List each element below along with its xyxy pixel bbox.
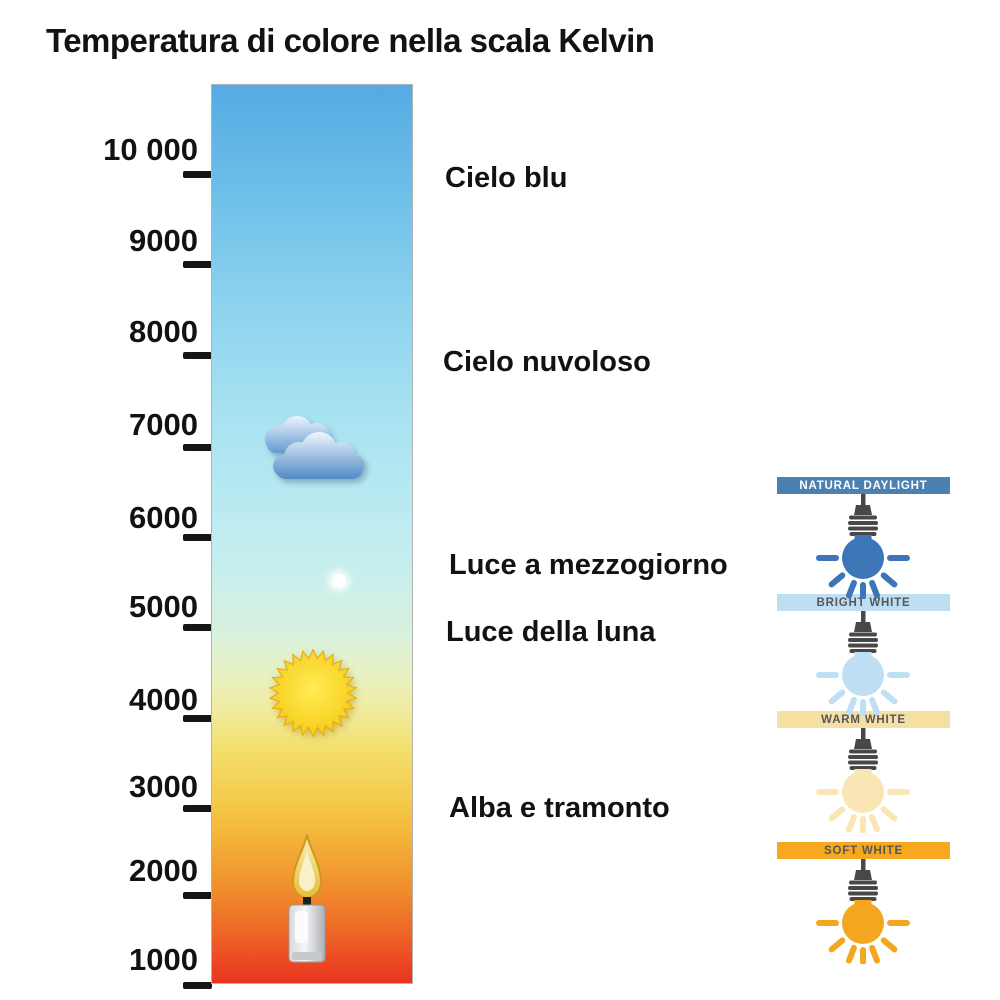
bulb-glass xyxy=(842,769,884,813)
tick-label-5000: 5000 xyxy=(129,589,198,624)
tick-label-10000: 10 000 xyxy=(103,132,198,167)
bulb-glass xyxy=(842,900,884,944)
tick-label-1000: 1000 xyxy=(129,942,198,977)
candle-icon xyxy=(288,834,326,963)
bulb-rays xyxy=(816,920,910,964)
page-title: Temperatura di colore nella scala Kelvin xyxy=(46,22,655,59)
tick-label-7000: 7000 xyxy=(129,407,198,442)
tick-mark xyxy=(183,171,212,178)
category-label-alba-tramonto: Alba e tramonto xyxy=(449,792,670,824)
bulb-cap xyxy=(848,728,878,770)
banner-bright-white: BRIGHT WHITE xyxy=(777,594,950,611)
bulb-cap xyxy=(848,611,878,653)
tick-mark xyxy=(183,534,212,541)
bulb-cap xyxy=(848,859,878,901)
kelvin-gradient-bar xyxy=(211,84,413,984)
bulb-glass xyxy=(842,652,884,696)
tick-mark xyxy=(183,261,212,268)
tick-mark xyxy=(183,624,212,631)
tick-label-8000: 8000 xyxy=(129,314,198,349)
tick-label-6000: 6000 xyxy=(129,500,198,535)
bulb-rays xyxy=(816,672,910,716)
tick-label-3000: 3000 xyxy=(129,769,198,804)
banner-warm-white: WARM WHITE xyxy=(777,711,950,728)
tick-mark xyxy=(183,444,212,451)
bulb-rays xyxy=(816,789,910,833)
moon-glow-icon xyxy=(332,574,346,588)
tick-label-2000: 2000 xyxy=(129,853,198,888)
clouds-icon xyxy=(265,416,364,479)
tick-mark xyxy=(183,715,212,722)
category-label-cielo-nuvoloso: Cielo nuvoloso xyxy=(443,346,651,378)
tick-label-9000: 9000 xyxy=(129,223,198,258)
category-label-cielo-blu: Cielo blu xyxy=(445,162,568,194)
category-label-mezzogiorno: Luce a mezzogiorno xyxy=(449,549,728,581)
bulb-cap xyxy=(848,494,878,536)
category-label-luna: Luce della luna xyxy=(446,616,656,648)
light-bulb-icon-natural-daylight xyxy=(816,494,910,599)
tick-label-4000: 4000 xyxy=(129,682,198,717)
tick-mark xyxy=(183,805,212,812)
banner-soft-white: SOFT WHITE xyxy=(777,842,950,859)
light-bulb-icon-soft-white xyxy=(816,859,910,964)
light-bulb-icon-warm-white xyxy=(816,728,910,833)
tick-mark xyxy=(183,352,212,359)
bulb-glass xyxy=(842,535,884,579)
light-bulb-icon-bright-white xyxy=(816,611,910,716)
bulb-rays xyxy=(816,555,910,599)
banner-natural-daylight: NATURAL DAYLIGHT xyxy=(777,477,950,494)
tick-mark xyxy=(183,892,212,899)
sun-icon xyxy=(269,649,357,737)
tick-mark xyxy=(183,982,212,989)
